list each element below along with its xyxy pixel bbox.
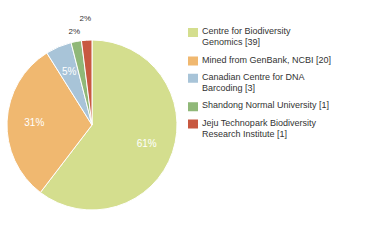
legend-label: Mined from GenBank, NCBI [20] bbox=[202, 55, 331, 65]
legend-label-line: Mined from GenBank, NCBI [20] bbox=[202, 55, 331, 65]
data-label: 2% bbox=[80, 14, 92, 23]
legend-item: Canadian Centre for DNABarcoding [3] bbox=[188, 72, 305, 93]
legend-label-line: Jeju Technopark Biodiversity bbox=[202, 118, 316, 128]
legend-item: Shandong Normal University [1] bbox=[188, 101, 329, 112]
legend-label-line: Barcoding [3] bbox=[202, 83, 255, 93]
data-label: 61% bbox=[137, 138, 157, 149]
legend-label: Jeju Technopark BiodiversityResearch Ins… bbox=[202, 118, 316, 139]
legend-label: Canadian Centre for DNABarcoding [3] bbox=[202, 72, 305, 93]
legend-label-line: Canadian Centre for DNA bbox=[202, 72, 305, 82]
legend-label-line: Shandong Normal University [1] bbox=[202, 101, 329, 111]
legend: Centre for Biodiversity Genomics [39] Mine… bbox=[188, 26, 331, 139]
legend-item: Mined from GenBank, NCBI [20] bbox=[188, 55, 331, 66]
data-label: 5% bbox=[62, 66, 77, 77]
pie bbox=[7, 40, 177, 210]
data-label: 2% bbox=[69, 27, 81, 36]
legend-label: Shandong Normal University [1] bbox=[202, 101, 329, 111]
legend-item: Jeju Technopark BiodiversityResearch Ins… bbox=[188, 118, 316, 139]
legend-swatch bbox=[188, 57, 198, 66]
data-label: 31% bbox=[24, 117, 44, 128]
legend-label-line: Centre for Biodiversity bbox=[202, 26, 291, 36]
chart: 61% 31% 5% 2% 2% Centre for Biodiversity Genom… bbox=[0, 0, 380, 240]
pie-slice bbox=[71, 41, 92, 125]
legend-label-line: Genomics [39] bbox=[202, 38, 260, 48]
legend-swatch bbox=[188, 28, 198, 37]
data-labels: 61% 31% 5% 2% 2% bbox=[24, 14, 157, 149]
legend-label-line: Research Institute [1] bbox=[202, 129, 287, 139]
legend-label: Centre for Biodiversity Genomics [39] bbox=[202, 26, 291, 47]
legend-swatch bbox=[188, 74, 198, 83]
legend-swatch bbox=[188, 120, 198, 129]
legend-item: Centre for Biodiversity Genomics [39] bbox=[188, 26, 291, 47]
pie-slice bbox=[81, 40, 92, 125]
legend-swatch bbox=[188, 102, 198, 111]
